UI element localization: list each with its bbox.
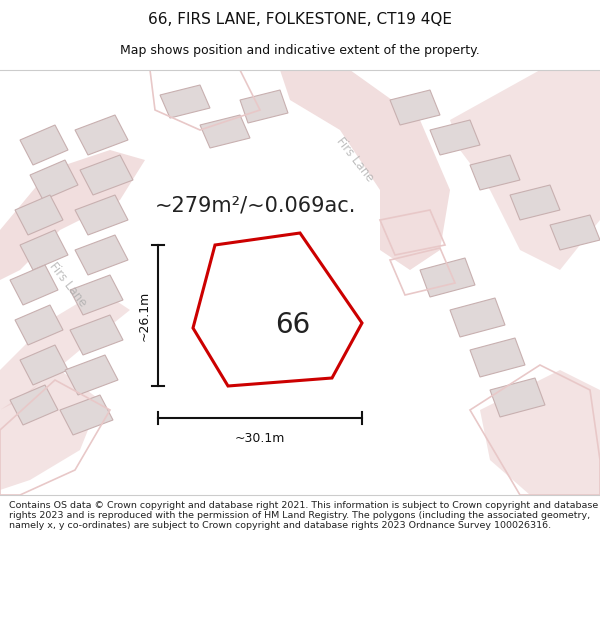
Polygon shape — [65, 355, 118, 395]
Text: 66: 66 — [275, 311, 311, 339]
Polygon shape — [20, 345, 68, 385]
Polygon shape — [20, 230, 68, 270]
Text: 66, FIRS LANE, FOLKESTONE, CT19 4QE: 66, FIRS LANE, FOLKESTONE, CT19 4QE — [148, 12, 452, 27]
Polygon shape — [15, 195, 63, 235]
Polygon shape — [490, 378, 545, 417]
Polygon shape — [240, 90, 288, 123]
Polygon shape — [20, 125, 68, 165]
Text: ~26.1m: ~26.1m — [137, 291, 151, 341]
Polygon shape — [0, 150, 145, 280]
Text: ~30.1m: ~30.1m — [235, 432, 285, 445]
Polygon shape — [510, 185, 560, 220]
Polygon shape — [70, 315, 123, 355]
Polygon shape — [80, 155, 133, 195]
Polygon shape — [430, 120, 480, 155]
Polygon shape — [390, 90, 440, 125]
Text: Contains OS data © Crown copyright and database right 2021. This information is : Contains OS data © Crown copyright and d… — [9, 501, 598, 531]
Text: Map shows position and indicative extent of the property.: Map shows position and indicative extent… — [120, 44, 480, 57]
Polygon shape — [470, 338, 525, 377]
Polygon shape — [75, 115, 128, 155]
Polygon shape — [470, 155, 520, 190]
Polygon shape — [193, 233, 362, 386]
Polygon shape — [30, 160, 78, 200]
Polygon shape — [450, 298, 505, 337]
Text: ~279m²/~0.069ac.: ~279m²/~0.069ac. — [154, 195, 356, 215]
Polygon shape — [10, 265, 58, 305]
Polygon shape — [420, 258, 475, 297]
Text: Firs Lane: Firs Lane — [334, 136, 376, 184]
Text: Firs Lane: Firs Lane — [47, 261, 89, 309]
Polygon shape — [280, 70, 450, 270]
Polygon shape — [75, 195, 128, 235]
Polygon shape — [160, 85, 210, 118]
Polygon shape — [450, 70, 600, 270]
Polygon shape — [550, 215, 600, 250]
Polygon shape — [480, 370, 600, 495]
Polygon shape — [0, 290, 130, 410]
Polygon shape — [200, 115, 250, 148]
Polygon shape — [60, 395, 113, 435]
Polygon shape — [10, 385, 58, 425]
Polygon shape — [15, 305, 63, 345]
Polygon shape — [75, 235, 128, 275]
Polygon shape — [70, 275, 123, 315]
Polygon shape — [0, 370, 100, 490]
